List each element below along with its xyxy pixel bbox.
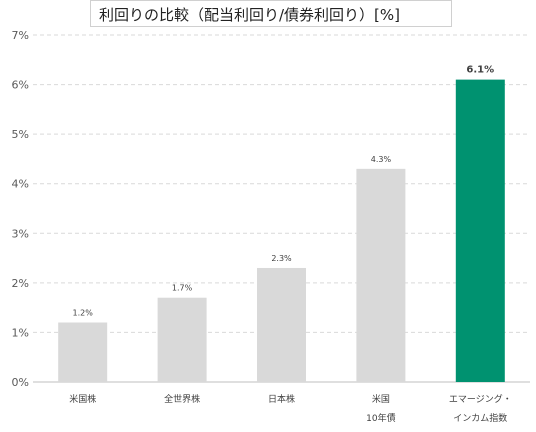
y-tick-label: 5% [12,128,29,141]
chart-title: 利回りの比較（配当利回り/債券利回り）[%] [99,6,401,24]
y-tick-label: 2% [12,277,29,290]
x-tick-label: 米国 [372,393,390,405]
bar [356,168,406,382]
data-label: 1.7% [172,284,193,293]
bar [157,297,207,382]
data-label: 1.2% [73,309,94,318]
x-tick-label: 米国株 [69,393,96,405]
y-tick-label: 7% [12,29,29,42]
bar [58,322,108,382]
x-tick-label: インカム指数 [453,412,507,424]
y-tick-label: 3% [12,227,29,240]
y-tick-label: 6% [12,79,29,92]
data-label: 6.1% [466,65,494,76]
x-tick-label: 10年債 [366,412,395,424]
bar [455,79,505,382]
y-tick-label: 0% [12,376,29,389]
bar [257,267,306,382]
x-tick-label: 日本株 [268,393,295,405]
y-tick-label: 4% [12,178,29,191]
chart-title-box: 利回りの比較（配当利回り/債券利回り）[%] [90,0,452,27]
x-tick-label: エマージング・ [449,393,512,405]
x-tick-label: 全世界株 [164,393,200,405]
data-label: 2.3% [271,254,292,263]
data-label: 4.3% [371,155,392,164]
y-tick-label: 1% [12,326,29,339]
